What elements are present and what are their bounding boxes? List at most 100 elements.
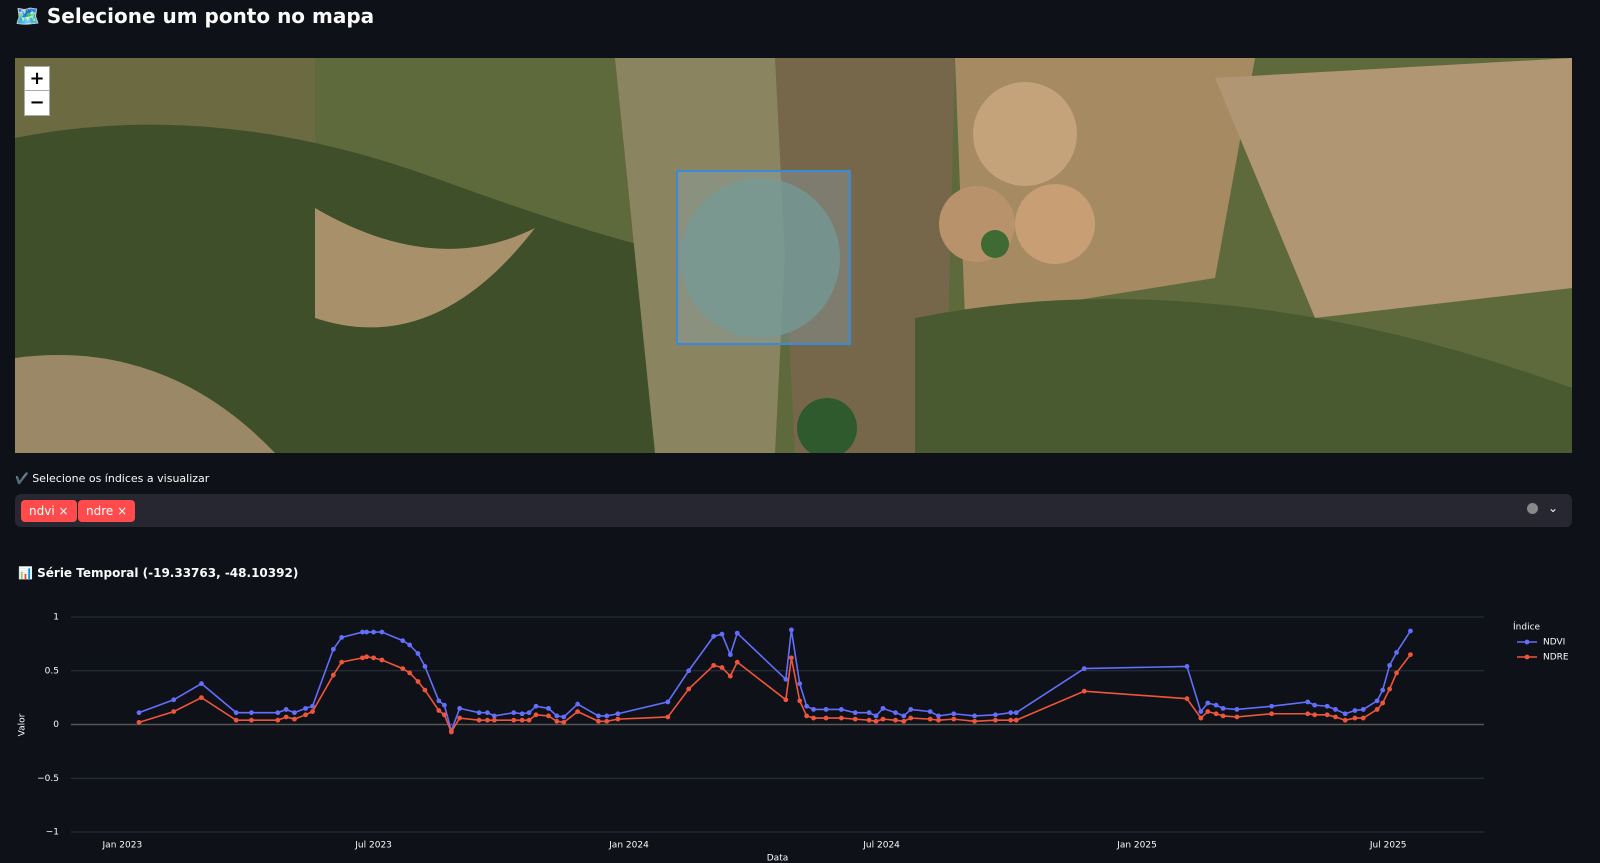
point: [448, 729, 454, 735]
legend-label: NDRE: [1543, 653, 1569, 663]
point: [283, 707, 289, 712]
point: [866, 717, 872, 723]
point: [727, 673, 733, 679]
point: [1387, 686, 1393, 692]
point: [873, 713, 879, 719]
point: [379, 657, 385, 663]
point: [1184, 696, 1190, 702]
point: [249, 717, 254, 723]
point: [823, 707, 829, 712]
point: [797, 698, 803, 704]
point: [1013, 717, 1019, 723]
y-tick-label: 1: [53, 613, 59, 623]
clear-button[interactable]: [1527, 503, 1538, 514]
point: [665, 699, 671, 705]
chart: −1 −0.5 0 0.5 1 Jan 2023 Jul 2023 Jan 2024 Jul 2…: [18, 613, 1569, 863]
point: [457, 715, 463, 721]
point: [783, 676, 789, 682]
point: [880, 705, 886, 711]
zoom-out[interactable]: −: [24, 90, 50, 116]
point: [927, 716, 933, 722]
point: [936, 713, 941, 719]
point: [951, 716, 957, 722]
point: [1408, 652, 1413, 658]
point: [852, 716, 858, 722]
point: [275, 717, 281, 723]
point: [422, 687, 428, 693]
point: [686, 668, 692, 674]
point: [415, 679, 421, 684]
point: [719, 631, 725, 637]
y-tick-label: −0.5: [37, 774, 59, 784]
point: [546, 713, 551, 719]
point: [1008, 710, 1014, 716]
point: [249, 710, 254, 716]
point: [436, 708, 442, 713]
point: [339, 659, 345, 665]
point: [233, 717, 239, 723]
point: [1324, 703, 1330, 709]
tag[interactable]: ndvi ×: [21, 500, 77, 522]
point: [339, 635, 345, 640]
point: [604, 718, 610, 724]
point: [526, 710, 532, 716]
point: [1220, 705, 1226, 711]
page-title: 🗺️ Selecione um ponto no mapa: [15, 4, 375, 28]
point: [303, 705, 308, 711]
point: [360, 655, 365, 661]
point: [575, 701, 581, 707]
point: [596, 718, 601, 724]
point: [554, 718, 560, 724]
legend-marker: [1524, 639, 1530, 645]
point: [838, 707, 844, 712]
selector-label: ✔️ Selecione os índices a visualizar: [15, 472, 210, 485]
point: [711, 633, 717, 639]
point: [533, 712, 539, 718]
point: [1198, 709, 1204, 714]
point: [1360, 707, 1366, 712]
x-tick-label: Jan 2024: [608, 841, 649, 851]
x-axis-title: Data: [767, 854, 789, 863]
point: [893, 717, 898, 723]
point: [1394, 670, 1399, 676]
point: [330, 672, 336, 678]
point: [407, 642, 413, 648]
point: [734, 630, 740, 636]
point: [811, 715, 816, 721]
point: [604, 713, 610, 719]
point: [491, 717, 497, 723]
point: [1220, 713, 1226, 719]
multiselect[interactable]: ndvi × ndre × ⌄: [15, 494, 1572, 527]
x-tick-label: Jan 2025: [1116, 841, 1157, 851]
point: [1234, 707, 1240, 712]
tag[interactable]: ndre ×: [78, 500, 136, 522]
point: [526, 717, 532, 723]
point: [873, 718, 879, 724]
dropdown-arrow[interactable]: ⌄: [1547, 501, 1558, 515]
legend-marker: [1524, 654, 1530, 660]
point: [804, 703, 810, 709]
point: [364, 629, 370, 635]
point: [1387, 662, 1393, 668]
point: [1269, 711, 1275, 717]
point: [441, 712, 447, 718]
point: [1408, 628, 1413, 634]
point: [476, 717, 482, 723]
point: [901, 713, 907, 719]
map[interactable]: + −: [15, 58, 1572, 453]
point: [491, 713, 497, 719]
point: [1213, 702, 1219, 708]
point: [330, 646, 336, 652]
legend-title: Índice: [1513, 621, 1541, 633]
point: [1380, 687, 1386, 693]
point: [686, 686, 692, 692]
point: [596, 713, 601, 719]
point: [283, 714, 289, 720]
zoom-in[interactable]: +: [24, 66, 50, 92]
point: [485, 710, 490, 716]
point: [615, 716, 621, 722]
legend-label: NDVI: [1543, 638, 1565, 648]
point: [171, 709, 177, 714]
point: [734, 659, 740, 665]
point: [171, 697, 177, 703]
